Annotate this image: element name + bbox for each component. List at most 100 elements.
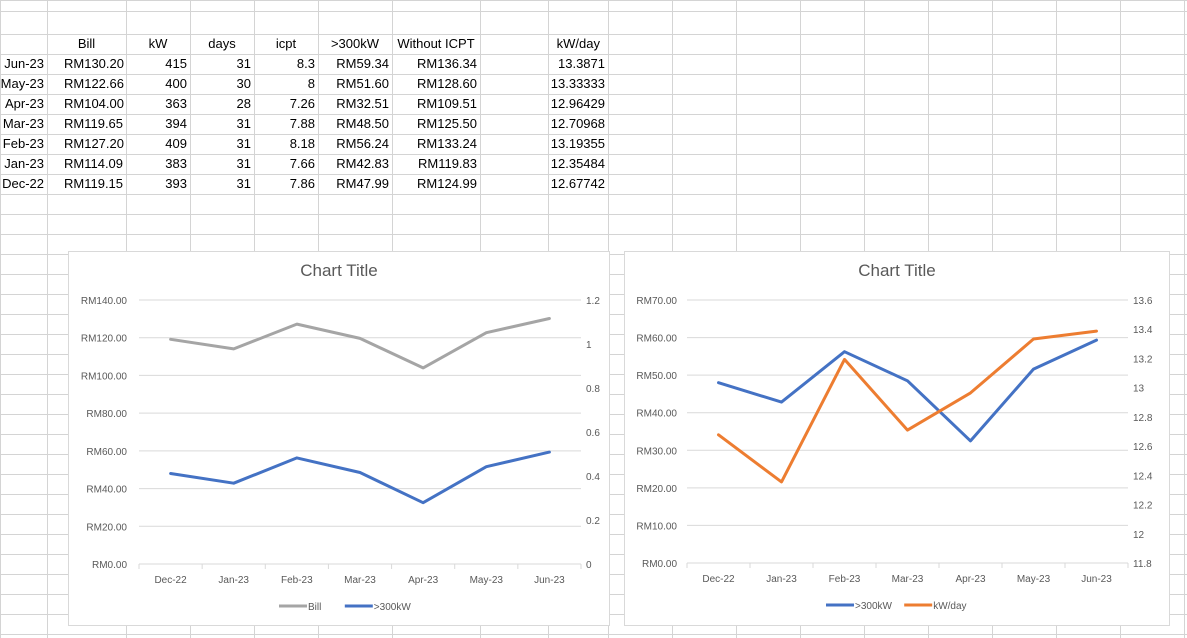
data-cell[interactable]: 394 [165,116,187,131]
data-cell[interactable]: RM124.99 [417,176,477,191]
y-tick-label: RM140.00 [81,296,128,307]
data-cell[interactable]: 31 [236,156,251,171]
header-cell[interactable]: Bill [77,36,96,51]
data-cell[interactable]: RM122.66 [64,76,124,91]
data-cell[interactable]: 13.19355 [550,136,605,151]
y-tick-label: RM40.00 [636,409,677,420]
y2-tick-label: 0.6 [586,428,600,439]
data-cell[interactable]: RM130.20 [64,56,124,71]
data-cell[interactable]: RM119.65 [64,116,124,131]
data-cell[interactable]: RM42.83 [336,156,389,171]
data-cell[interactable]: RM51.60 [336,76,389,91]
data-cell[interactable]: 393 [165,176,187,191]
header-cell[interactable]: kW [148,36,168,51]
y-tick-label: RM60.00 [636,334,677,345]
data-cell[interactable]: RM48.50 [336,116,389,131]
row-label-cell[interactable]: Jun-23 [4,56,44,71]
header-cell[interactable]: kW/day [556,36,600,51]
header-cell[interactable]: Without ICPT [397,36,475,51]
y-tick-label: RM0.00 [92,560,127,571]
data-cell[interactable]: 8.3 [296,56,315,71]
series-line [717,338,1098,443]
y2-tick-label: 0 [586,560,592,571]
y2-tick-label: 0.8 [586,384,600,395]
header-cell[interactable]: icpt [275,36,297,51]
data-cell[interactable]: RM125.50 [417,116,477,131]
data-cell[interactable]: 31 [236,136,251,151]
chart-title: Chart Title [300,261,378,280]
x-tick-label: Apr-23 [408,575,438,586]
data-cell[interactable]: 409 [165,136,187,151]
data-cell[interactable]: RM104.00 [64,96,124,111]
series-line [169,317,551,370]
chart-title: Chart Title [858,261,936,280]
data-cell[interactable]: 7.26 [289,96,315,111]
chart-over300-kwday[interactable]: Chart Title RM0.00 RM10.00 RM20.00 RM30.00 R… [624,251,1170,626]
data-cell[interactable]: RM109.51 [417,96,477,111]
header-cell[interactable]: >300kW [330,36,380,51]
data-cell[interactable]: 7.86 [289,176,315,191]
data-cell[interactable]: RM114.09 [64,156,124,171]
data-cell[interactable]: 8 [307,76,315,91]
header-cell[interactable]: days [208,36,236,51]
data-cell[interactable]: RM119.15 [64,176,124,191]
row-label-cell[interactable]: Mar-23 [2,116,44,131]
x-tick-label: Jan-23 [766,574,797,585]
x-tick-label: Mar-23 [892,574,924,585]
x-tick-label: Jun-23 [534,575,565,586]
x-tick-label: May-23 [470,575,504,586]
data-cell[interactable]: 12.67742 [550,176,605,191]
y2-tick-label: 12 [1133,530,1145,541]
x-tick-label: Jun-23 [1081,574,1112,585]
x-tick-label: Feb-23 [281,575,313,586]
data-cell[interactable]: 28 [236,96,251,111]
x-tick-label: May-23 [1017,574,1051,585]
y2-tick-label: 13.4 [1133,325,1153,336]
row-label-cell[interactable]: May-23 [0,76,44,91]
row-label-cell[interactable]: Apr-23 [4,96,44,111]
data-cell[interactable]: 383 [165,156,187,171]
data-cell[interactable]: RM127.20 [64,136,124,151]
data-cell[interactable]: 7.88 [289,116,315,131]
y2-tick-label: 12.8 [1133,413,1153,424]
legend-label: Bill [308,602,321,613]
data-cell[interactable]: RM136.34 [417,56,477,71]
data-cell[interactable]: 415 [165,56,187,71]
data-cell[interactable]: 31 [236,176,251,191]
data-cell[interactable]: RM128.60 [417,76,477,91]
data-cell[interactable]: RM133.24 [417,136,477,151]
data-cell[interactable]: RM47.99 [336,176,389,191]
data-cell[interactable]: 30 [236,76,251,91]
y2-tick-label: 1.2 [586,296,600,307]
x-tick-label: Dec-22 [154,575,187,586]
data-cell[interactable]: RM56.24 [336,136,389,151]
data-cell[interactable]: 31 [236,56,251,71]
data-cell[interactable]: 400 [165,76,187,91]
series-line [717,329,1098,484]
data-cell[interactable]: 7.66 [289,156,315,171]
data-cell[interactable]: RM59.34 [336,56,389,71]
chart-plot: RM0.00 RM20.00 RM40.00 RM60.00 RM80.00 RM100.… [81,296,600,613]
data-cell[interactable]: 8.18 [289,136,315,151]
row-label-cell[interactable]: Dec-22 [2,176,44,191]
y2-tick-label: 12.6 [1133,442,1153,453]
row-label-cell[interactable]: Feb-23 [2,136,44,151]
y2-tick-label: 13.2 [1133,354,1153,365]
data-cell[interactable]: 13.33333 [550,76,605,91]
chart-bill-over300[interactable]: Chart Title RM0.00 RM20.00 RM40.00 RM60.00 R… [68,251,610,626]
data-cell[interactable]: 12.96429 [550,96,605,111]
data-cell[interactable]: RM32.51 [336,96,389,111]
data-cell[interactable]: 12.70968 [550,116,605,131]
legend-label: >300kW [374,602,412,613]
y-tick-label: RM80.00 [86,409,127,420]
data-cell[interactable]: RM119.83 [417,156,477,171]
legend-label: kW/day [933,601,966,612]
data-cell[interactable]: 12.35484 [550,156,605,171]
data-cell[interactable]: 31 [236,116,251,131]
data-cell[interactable]: 13.3871 [558,56,605,71]
data-cell[interactable]: 363 [165,96,187,111]
row-label-cell[interactable]: Jan-23 [4,156,44,171]
y-tick-label: RM40.00 [86,485,127,496]
y2-tick-label: 0.4 [586,472,600,483]
